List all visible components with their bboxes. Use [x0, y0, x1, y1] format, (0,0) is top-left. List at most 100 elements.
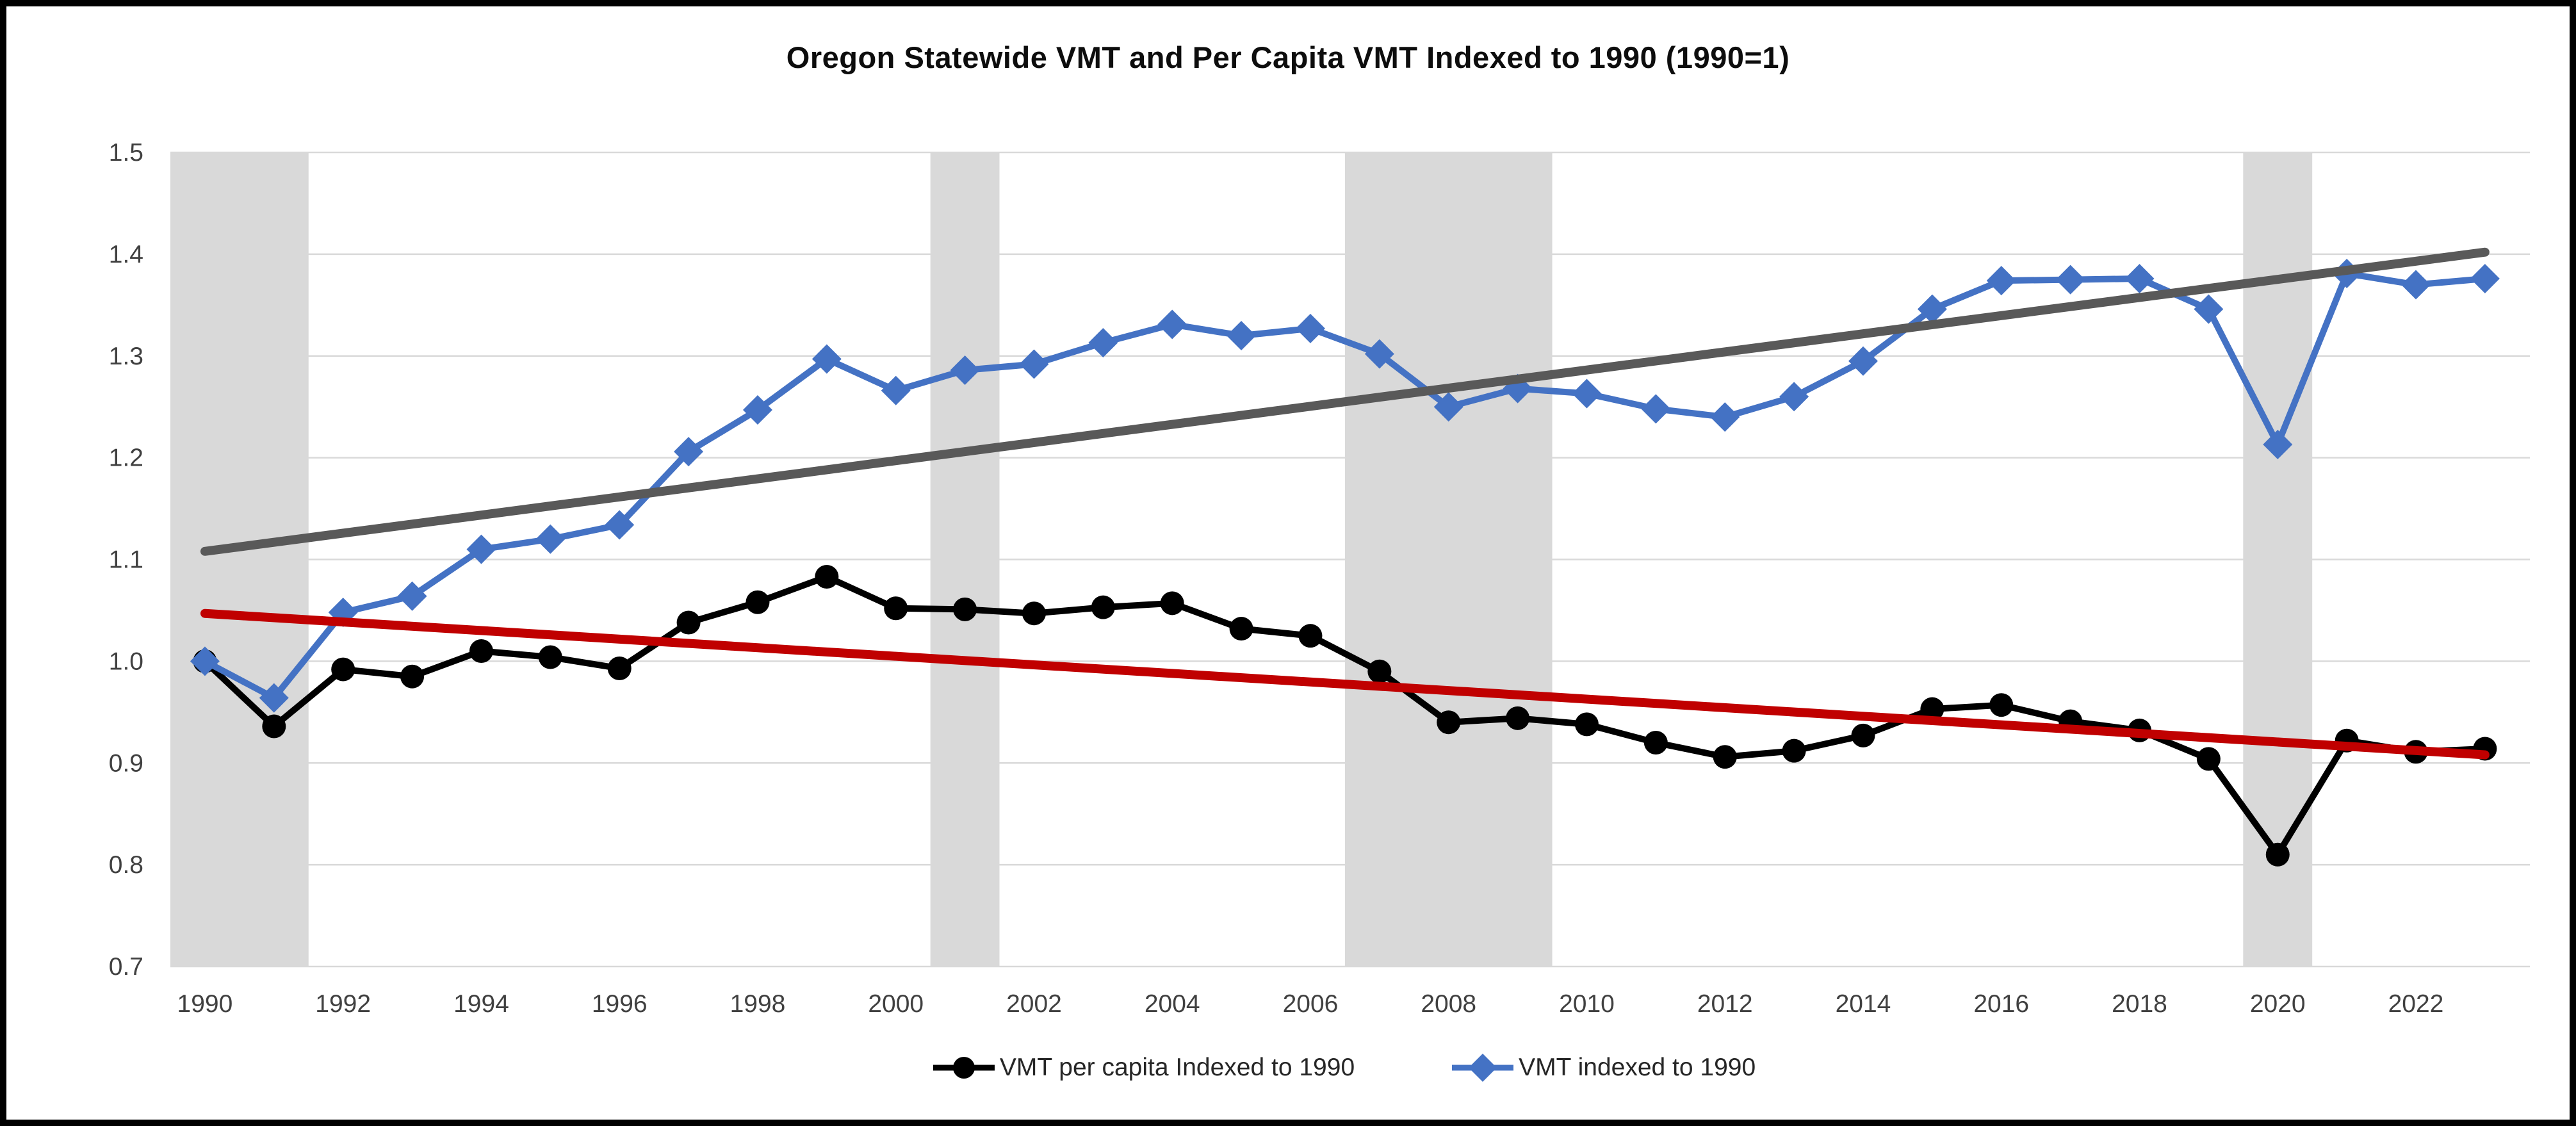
circle-marker	[1506, 706, 1530, 730]
x-axis-tick-label: 2022	[2388, 990, 2444, 1018]
circle-marker	[1298, 624, 1323, 648]
x-axis-tick-label: 2002	[1006, 990, 1062, 1018]
legend: VMT per capita Indexed to 1990 VMT index…	[164, 1039, 2523, 1097]
plot-area: 0.7 0.8 0.9 1.0 1.1 1.2 1.3 1.4 1.5 1990 1992 1994 1…	[109, 139, 2530, 1018]
diamond-marker	[1917, 294, 1947, 324]
blue-line-diamond-marker-icon	[1452, 1054, 1514, 1082]
legend-item-vmt-per-capita: VMT per capita Indexed to 1990	[932, 1052, 1355, 1084]
circle-marker	[1437, 710, 1461, 735]
circle-marker	[1989, 693, 2014, 717]
diamond-marker	[1641, 394, 1671, 424]
diamond-marker	[2470, 264, 2500, 294]
circle-marker	[1920, 697, 1944, 721]
diamond-marker	[1572, 379, 1602, 409]
diamond-marker	[2124, 264, 2155, 294]
diamond-marker	[1227, 320, 1257, 350]
diamond-marker	[1433, 392, 1463, 422]
black-line-circle-marker-icon	[933, 1057, 995, 1079]
x-axis-tick-label: 2020	[2250, 990, 2306, 1018]
x-axis-tick-label: 2010	[1559, 990, 1615, 1018]
circle-marker	[538, 645, 562, 669]
x-axis-tick-label: 2004	[1145, 990, 1200, 1018]
x-axis-tick-label: 1996	[592, 990, 648, 1018]
diamond-marker	[950, 355, 980, 385]
circle-marker	[815, 565, 839, 589]
x-axis-tick-label: 2006	[1283, 990, 1339, 1018]
diamond-marker	[742, 395, 772, 425]
circle-marker	[262, 714, 286, 738]
chart-title: Oregon Statewide VMT and Per Capita VMT …	[786, 40, 1790, 74]
x-axis-tick-label: 1998	[730, 990, 786, 1018]
diamond-marker	[1088, 328, 1118, 358]
diamond-marker	[674, 437, 704, 467]
diamond-marker	[2055, 265, 2085, 295]
x-axis-tick-label: 2000	[868, 990, 924, 1018]
x-axis-tick-label: 2014	[1836, 990, 1891, 1018]
diamond-marker	[190, 646, 220, 676]
circle-marker	[953, 597, 977, 621]
diamond-marker	[811, 344, 842, 374]
circle-marker	[2265, 842, 2290, 867]
circle-marker	[607, 656, 632, 680]
circle-marker	[1229, 617, 1253, 641]
x-axis-tick-label: 2012	[1697, 990, 1753, 1018]
y-axis-tick-label: 1.1	[109, 546, 143, 574]
diamond-marker	[1364, 339, 1394, 369]
circle-marker	[1851, 723, 1875, 747]
diamond-marker	[466, 534, 496, 564]
y-axis-tick-label: 1.5	[109, 139, 143, 167]
x-axis-tick-label: 2008	[1421, 990, 1476, 1018]
circle-marker	[331, 657, 355, 681]
diamond-marker	[1019, 349, 1049, 379]
y-axis-tick-label: 0.9	[109, 749, 143, 777]
circle-marker	[676, 610, 701, 635]
diamond-marker	[1710, 402, 1740, 432]
diamond-marker	[1295, 313, 1325, 343]
circle-marker	[1574, 712, 1599, 737]
diamond-marker	[2263, 429, 2293, 459]
y-axis-tick-label: 1.3	[109, 343, 143, 370]
y-axis-tick-label: 1.2	[109, 445, 143, 472]
x-axis-tick-label: 2016	[1973, 990, 2029, 1018]
diamond-marker	[605, 510, 635, 540]
circle-marker	[400, 664, 425, 689]
x-axis-tick-label: 1992	[315, 990, 371, 1018]
diamond-marker	[1986, 266, 2016, 296]
circle-marker	[469, 639, 493, 663]
diamond-marker	[881, 375, 911, 405]
legend-label: VMT indexed to 1990	[1519, 1054, 1756, 1081]
diamond-marker	[397, 581, 427, 611]
vmt-per-capita-series-line	[201, 573, 2488, 858]
vmt-per-capita-trendline	[200, 608, 2490, 760]
legend-circle-icon	[952, 1057, 975, 1079]
diamond-marker	[2194, 294, 2224, 324]
x-axis-tick-label: 1994	[453, 990, 509, 1018]
vmt-trendline	[200, 247, 2490, 556]
legend-label: VMT per capita Indexed to 1990	[999, 1054, 1355, 1081]
circle-marker	[1713, 745, 1737, 769]
circle-marker	[746, 590, 770, 614]
vmt-series-line	[201, 270, 2488, 701]
diamond-marker	[2401, 270, 2431, 300]
circle-marker	[1643, 730, 1668, 755]
diamond-marker	[1779, 382, 1809, 412]
y-axis-tick-label: 1.4	[109, 241, 143, 268]
x-axis-tick-label: 2018	[2112, 990, 2167, 1018]
legend-diamond-icon	[1469, 1054, 1497, 1082]
circle-marker	[884, 596, 908, 621]
circle-marker	[1160, 591, 1184, 616]
circle-marker	[1091, 595, 1115, 619]
circle-marker	[1367, 659, 1392, 683]
diamond-marker	[1157, 309, 1187, 339]
x-axis-tick-label: 1990	[177, 990, 233, 1018]
diamond-marker	[259, 683, 289, 713]
y-axis-tick-label: 1.0	[109, 648, 143, 675]
y-axis-tick-label: 0.8	[109, 851, 143, 879]
diamond-marker	[535, 524, 566, 554]
diamond-marker	[1848, 346, 1878, 376]
circle-marker	[1022, 601, 1046, 626]
circle-marker	[2196, 747, 2221, 771]
legend-item-vmt: VMT indexed to 1990	[1451, 1052, 1756, 1084]
y-axis-tick-label: 0.7	[109, 953, 143, 981]
